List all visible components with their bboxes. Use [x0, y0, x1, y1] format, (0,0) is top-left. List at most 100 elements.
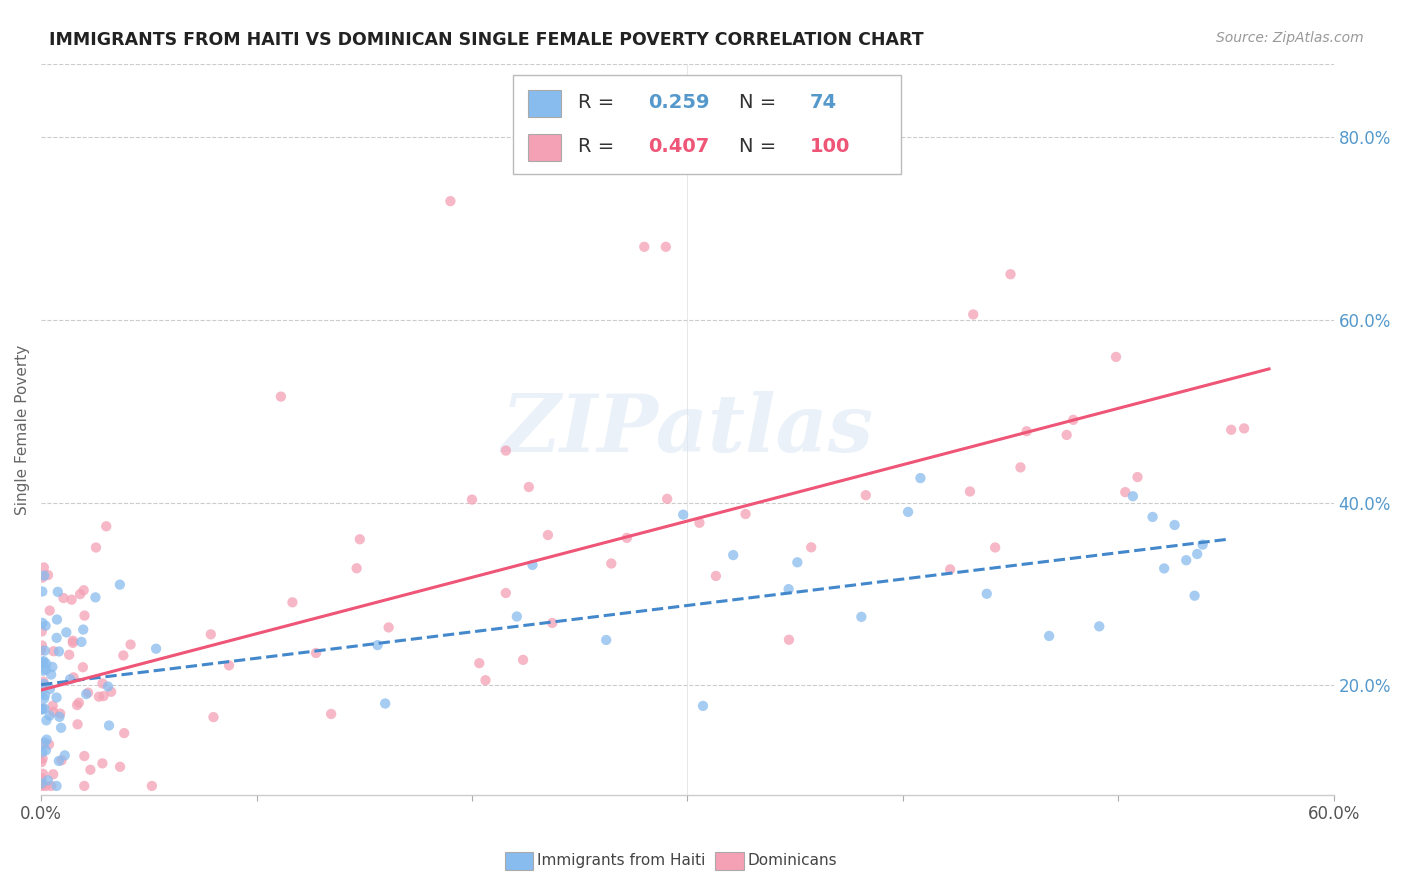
Point — [69, 587, 91, 601]
Point — [48, 644, 70, 658]
Point — [84, 591, 107, 605]
Point — [35, 779, 58, 793]
Point — [108, 760, 131, 774]
Point — [97, 680, 120, 694]
Point — [633, 240, 655, 254]
Point — [367, 638, 389, 652]
Point — [31, 584, 53, 599]
Point — [1015, 424, 1038, 438]
Point — [1114, 485, 1136, 500]
Point — [32, 677, 55, 691]
Point — [73, 779, 96, 793]
Point — [48, 710, 70, 724]
Point — [688, 516, 710, 530]
Point — [91, 756, 114, 771]
Point — [1056, 428, 1078, 442]
Point — [72, 660, 94, 674]
Text: Immigrants from Haiti: Immigrants from Haiti — [537, 854, 706, 868]
Point — [200, 627, 222, 641]
Point — [30, 686, 52, 700]
FancyBboxPatch shape — [529, 89, 561, 118]
Point — [851, 610, 873, 624]
Point — [42, 705, 65, 719]
Point — [30, 737, 52, 751]
Point — [31, 624, 53, 639]
Point — [55, 625, 77, 640]
Point — [42, 767, 65, 781]
Point — [786, 555, 808, 569]
Point — [39, 779, 62, 793]
Point — [32, 560, 55, 574]
Point — [48, 754, 70, 768]
Text: IMMIGRANTS FROM HAITI VS DOMINICAN SINGLE FEMALE POVERTY CORRELATION CHART: IMMIGRANTS FROM HAITI VS DOMINICAN SINGL… — [49, 31, 924, 49]
Point — [218, 658, 240, 673]
Point — [98, 718, 121, 732]
Point — [59, 672, 82, 686]
Point — [35, 663, 58, 677]
Point — [31, 615, 53, 630]
Point — [1062, 413, 1084, 427]
Point — [31, 779, 53, 793]
Point — [35, 732, 58, 747]
Point — [52, 591, 75, 605]
Point — [100, 685, 122, 699]
Point — [45, 690, 67, 705]
Point — [616, 531, 638, 545]
Point — [281, 595, 304, 609]
Point — [1233, 421, 1256, 435]
Text: N =: N = — [740, 137, 783, 156]
Point — [655, 491, 678, 506]
Point — [34, 735, 56, 749]
Text: 0.407: 0.407 — [648, 137, 710, 156]
Point — [42, 644, 65, 658]
Point — [39, 667, 62, 681]
Point — [73, 583, 96, 598]
Point — [1163, 518, 1185, 533]
Point — [31, 752, 53, 766]
Point — [108, 577, 131, 591]
Point — [778, 582, 800, 596]
Point — [374, 697, 396, 711]
Point — [41, 660, 63, 674]
Point — [112, 648, 135, 663]
Point — [1000, 267, 1022, 281]
Point — [34, 701, 56, 715]
Point — [72, 623, 94, 637]
Point — [349, 533, 371, 547]
Point — [96, 519, 118, 533]
Point — [1122, 489, 1144, 503]
Point — [1105, 350, 1128, 364]
Point — [31, 703, 53, 717]
Point — [439, 194, 461, 208]
Point — [93, 689, 115, 703]
Point — [60, 592, 83, 607]
Point — [31, 702, 53, 716]
Point — [30, 701, 52, 715]
Text: 100: 100 — [810, 137, 851, 156]
Point — [66, 717, 89, 731]
Point — [31, 571, 53, 585]
Point — [30, 643, 52, 657]
Point — [800, 541, 823, 555]
Point — [30, 755, 52, 769]
Point — [38, 708, 60, 723]
Point — [468, 656, 491, 670]
Point — [39, 681, 62, 696]
Point — [655, 240, 678, 254]
Point — [1142, 510, 1164, 524]
Point — [512, 653, 534, 667]
Point — [541, 615, 564, 630]
Point — [32, 767, 55, 781]
Text: N =: N = — [740, 94, 783, 112]
Point — [976, 587, 998, 601]
Point — [1185, 547, 1208, 561]
Point — [73, 749, 96, 764]
Point — [31, 745, 53, 759]
Point — [141, 779, 163, 793]
Point — [62, 636, 84, 650]
Point — [692, 698, 714, 713]
Point — [84, 541, 107, 555]
Point — [32, 674, 55, 689]
Point — [31, 701, 53, 715]
Point — [321, 706, 343, 721]
